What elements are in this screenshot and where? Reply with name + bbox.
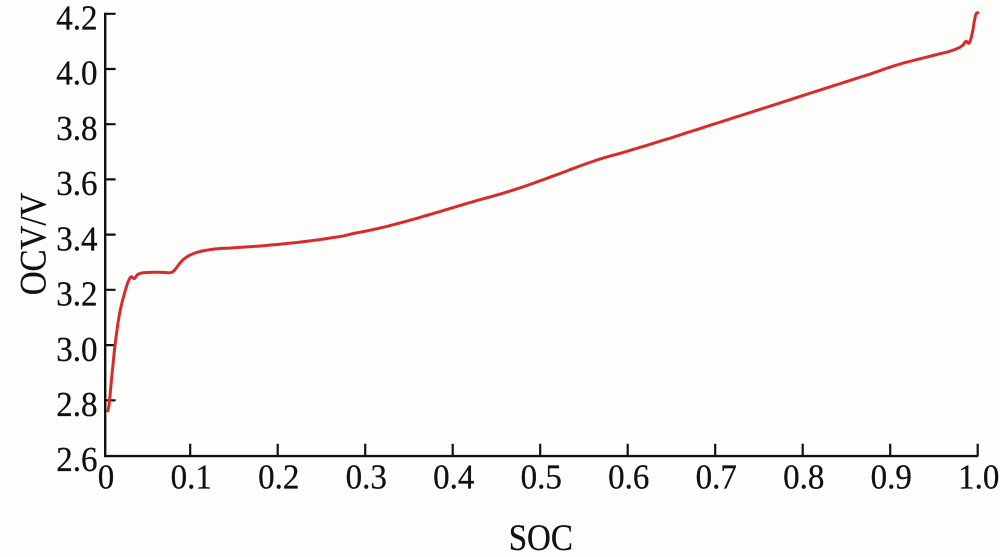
svg-text:4.2: 4.2 — [56, 0, 97, 38]
svg-text:0.4: 0.4 — [433, 458, 474, 496]
svg-text:3.0: 3.0 — [56, 331, 97, 369]
svg-text:0.9: 0.9 — [871, 458, 912, 496]
svg-text:2.8: 2.8 — [56, 386, 97, 424]
svg-text:2.6: 2.6 — [56, 441, 97, 479]
svg-text:0.3: 0.3 — [346, 458, 387, 496]
svg-text:OCV/V: OCV/V — [13, 193, 54, 296]
svg-text:0.7: 0.7 — [696, 458, 737, 496]
svg-text:0: 0 — [98, 458, 114, 496]
svg-text:3.6: 3.6 — [56, 165, 97, 203]
svg-text:0.6: 0.6 — [608, 458, 649, 496]
svg-text:0.8: 0.8 — [783, 458, 824, 496]
svg-text:3.8: 3.8 — [56, 110, 97, 148]
svg-text:3.4: 3.4 — [56, 220, 97, 258]
svg-text:1.0: 1.0 — [958, 458, 999, 496]
svg-text:3.2: 3.2 — [56, 276, 97, 314]
svg-text:SOC: SOC — [509, 517, 573, 557]
svg-text:0.2: 0.2 — [258, 458, 299, 496]
svg-text:0.5: 0.5 — [521, 458, 562, 496]
svg-text:4.0: 4.0 — [56, 55, 97, 93]
svg-text:0.1: 0.1 — [171, 458, 212, 496]
